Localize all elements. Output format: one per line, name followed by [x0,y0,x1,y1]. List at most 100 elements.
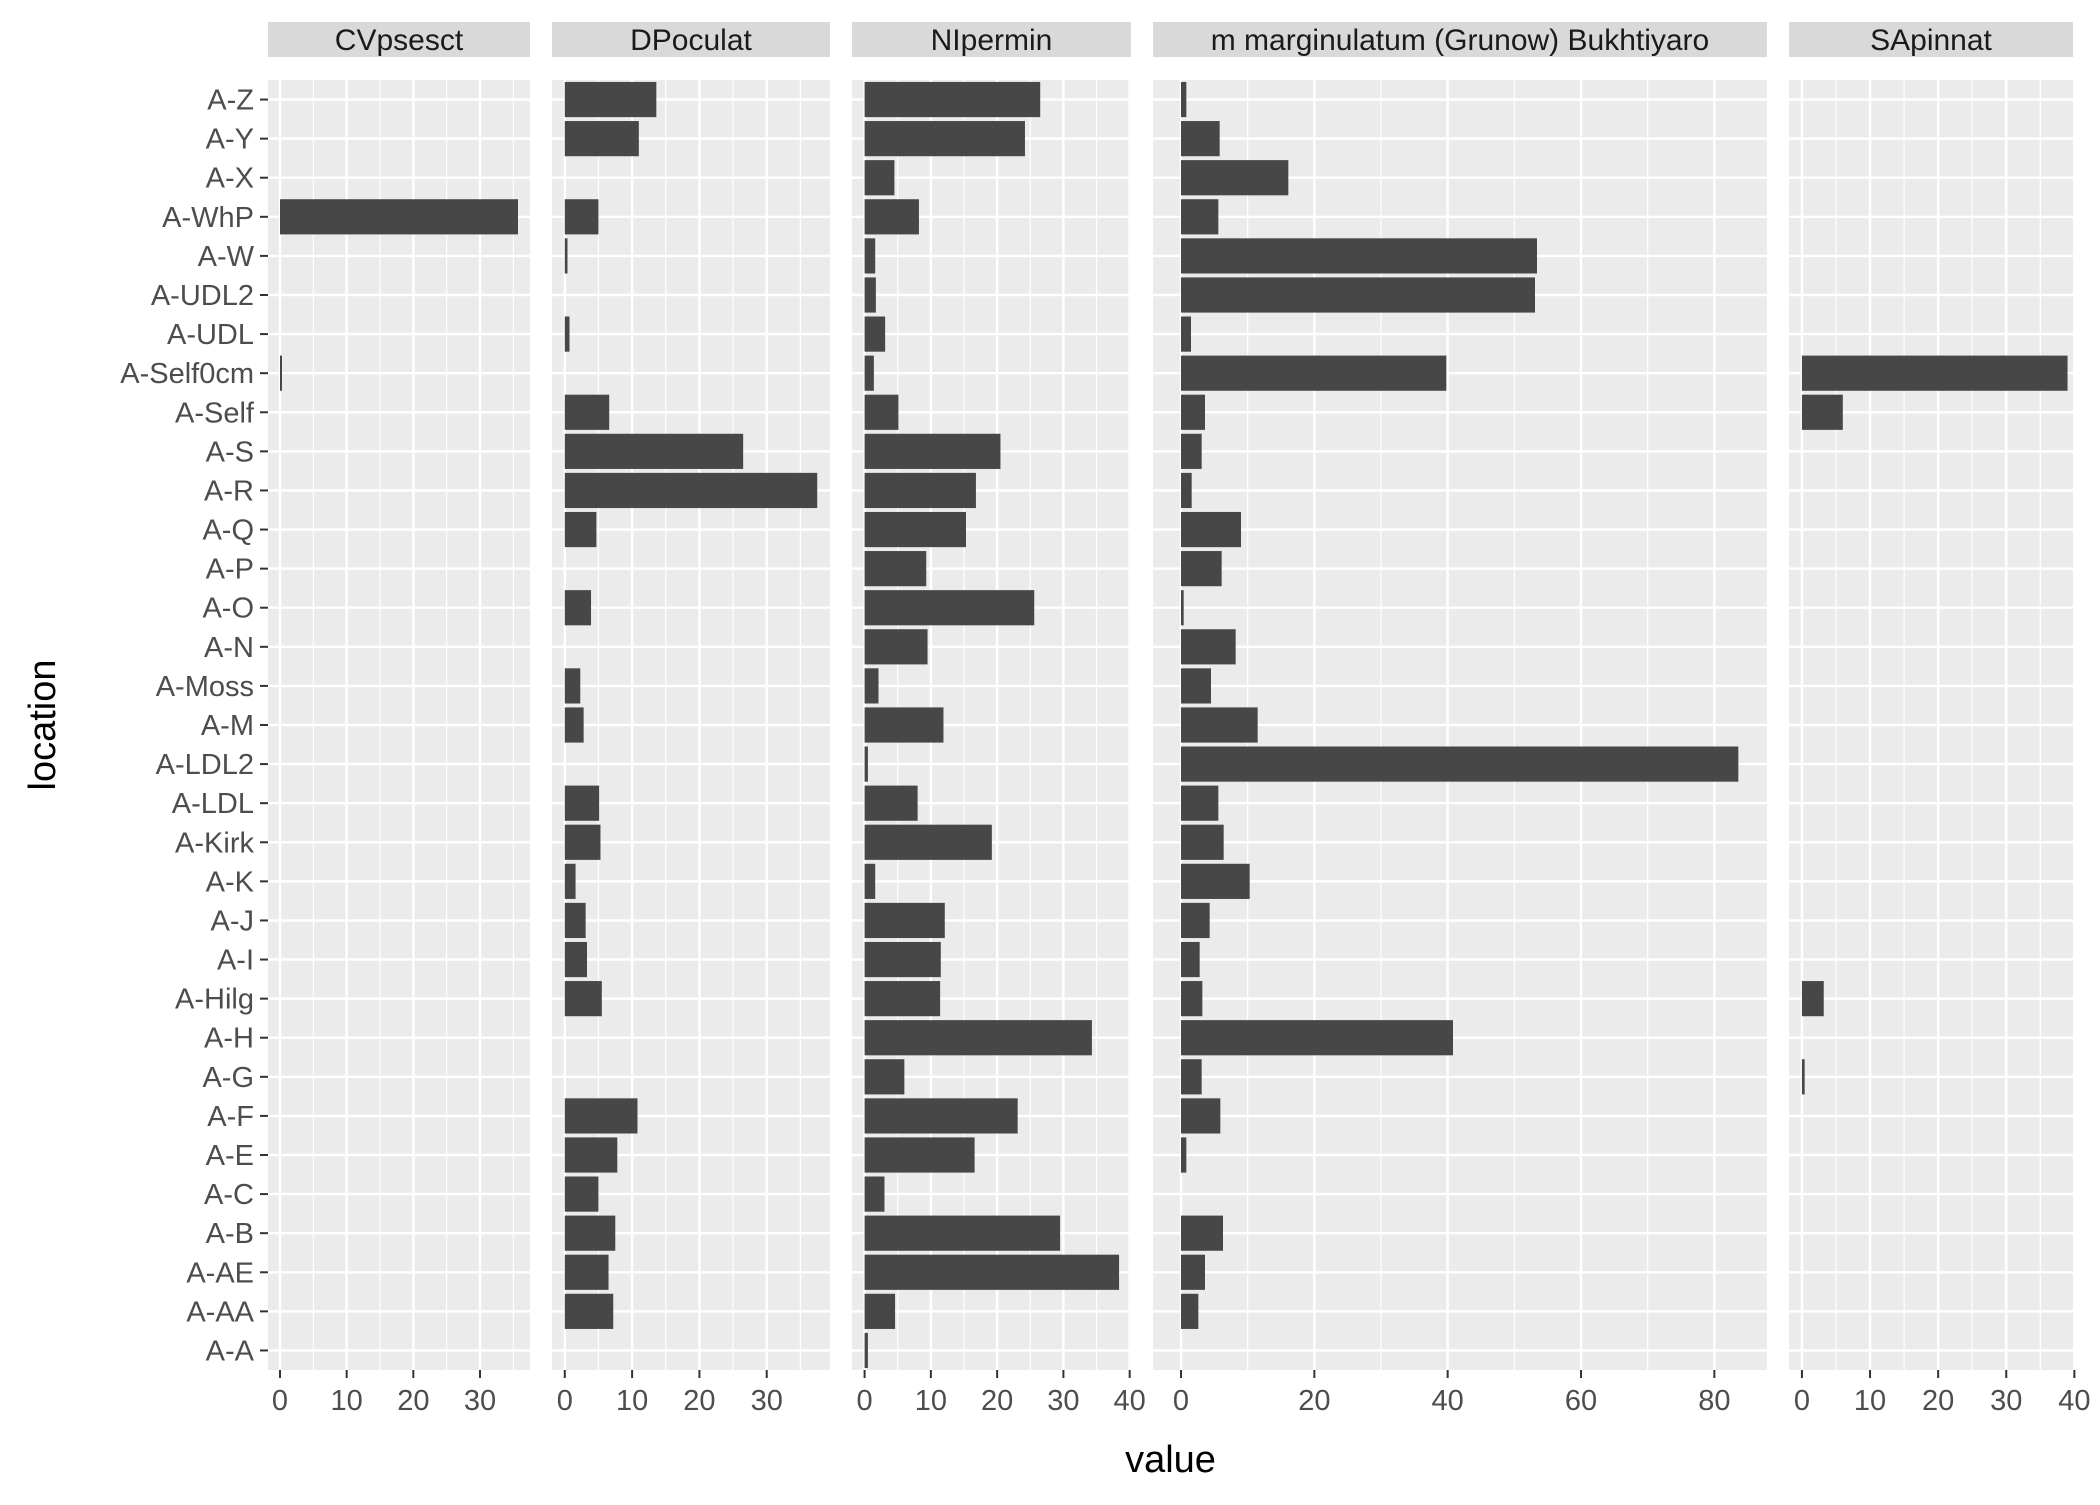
panel-3: NIpermin 0 10 20 30 40 [852,22,1146,1417]
panel-2: DPoculat 0 10 20 30 [552,22,830,1417]
y-tick-label: A-G [202,1062,254,1094]
x-tick-label: 10 [1854,1385,1886,1417]
y-tick-label: A-UDL2 [151,280,254,312]
bar [864,1137,975,1173]
bar [1181,160,1289,196]
x-tick-label: 20 [981,1385,1013,1417]
bar [1181,121,1220,157]
bar [1181,355,1447,391]
bar [564,707,584,743]
bar [1181,316,1191,352]
bar [864,1254,1120,1290]
strip-label: CVpsesct [335,24,464,57]
bar [1181,238,1537,274]
x-tick-label: 20 [683,1385,715,1417]
bar [864,629,928,665]
bar [864,1215,1061,1251]
bar [564,316,570,352]
x-tick-label: 10 [616,1385,648,1417]
bar [1181,472,1192,509]
bar [1181,551,1222,587]
bar [564,1098,638,1134]
bar [864,902,945,939]
y-tick-label: A-I [217,945,254,977]
bar [864,394,899,430]
bar [1181,1137,1187,1173]
bar [864,1332,868,1369]
bar [1181,668,1211,704]
y-tick-label: A-P [206,554,254,586]
y-tick-label: A-H [204,1023,254,1055]
strip-background [1153,22,1767,57]
y-tick-label: A-Hilg [175,984,254,1016]
x-tick-label: 0 [272,1385,288,1417]
bar [564,902,586,939]
bar [864,981,941,1017]
bar [564,863,576,899]
bar [864,863,876,899]
bar [1181,1098,1221,1134]
bar [280,355,282,391]
x-tick-label: 30 [751,1385,783,1417]
y-axis-title: location [22,660,64,791]
bar [564,433,744,469]
bar [564,941,588,978]
strip-background [852,22,1131,57]
x-tick-label: 0 [557,1385,573,1417]
bar [864,746,868,782]
x-tick-label: 40 [1432,1385,1464,1417]
bar [864,316,886,352]
bar [1181,824,1224,860]
bar [1801,981,1824,1017]
bar [864,551,927,587]
bar [864,1098,1018,1134]
bar [864,81,1041,118]
bar [1181,1254,1205,1290]
bar [864,824,992,860]
x-tick-label: 10 [331,1385,363,1417]
y-tick-label: A-A [206,1335,255,1367]
bar [1181,277,1535,313]
bar [564,199,599,235]
y-tick-label: A-C [204,1179,254,1211]
strip-label: SApinnat [1870,24,1992,57]
x-tick-label: 80 [1698,1385,1730,1417]
bar [1181,1020,1453,1056]
x-tick-label: 0 [1794,1385,1810,1417]
bar [1181,394,1205,430]
y-tick-label: A-O [202,593,254,625]
x-tick-label: 20 [1922,1385,1954,1417]
bar [564,590,592,626]
x-tick-label: 0 [1173,1385,1189,1417]
x-tick-label: 20 [397,1385,429,1417]
bar [1181,981,1203,1017]
panel-5: SApinnat 0 10 20 30 40 [1789,22,2090,1417]
bar [864,121,1025,157]
bar [1181,433,1202,469]
bar [864,707,944,743]
x-tick-label: 40 [2058,1385,2090,1417]
bar [280,199,518,235]
bar [864,785,918,821]
bar [864,199,919,235]
y-tick-label: A-R [204,475,254,507]
bar [564,472,818,509]
bar [1801,1059,1805,1095]
strip-label: NIpermin [931,24,1053,57]
y-tick-label: A-WhP [162,202,254,234]
y-tick-label: A-Self0cm [120,358,254,390]
bar [864,238,876,274]
y-tick-label: A-Q [202,515,254,547]
bar [864,1059,905,1095]
bar [1801,355,2068,391]
bar [864,433,1001,469]
bar [564,121,639,157]
y-tick-label: A-E [206,1140,254,1172]
bar [1801,394,1843,430]
bar [1181,629,1236,665]
bar [864,941,941,978]
x-tick-label: 30 [1047,1385,1079,1417]
bar [564,1176,599,1212]
bar [1181,511,1241,548]
